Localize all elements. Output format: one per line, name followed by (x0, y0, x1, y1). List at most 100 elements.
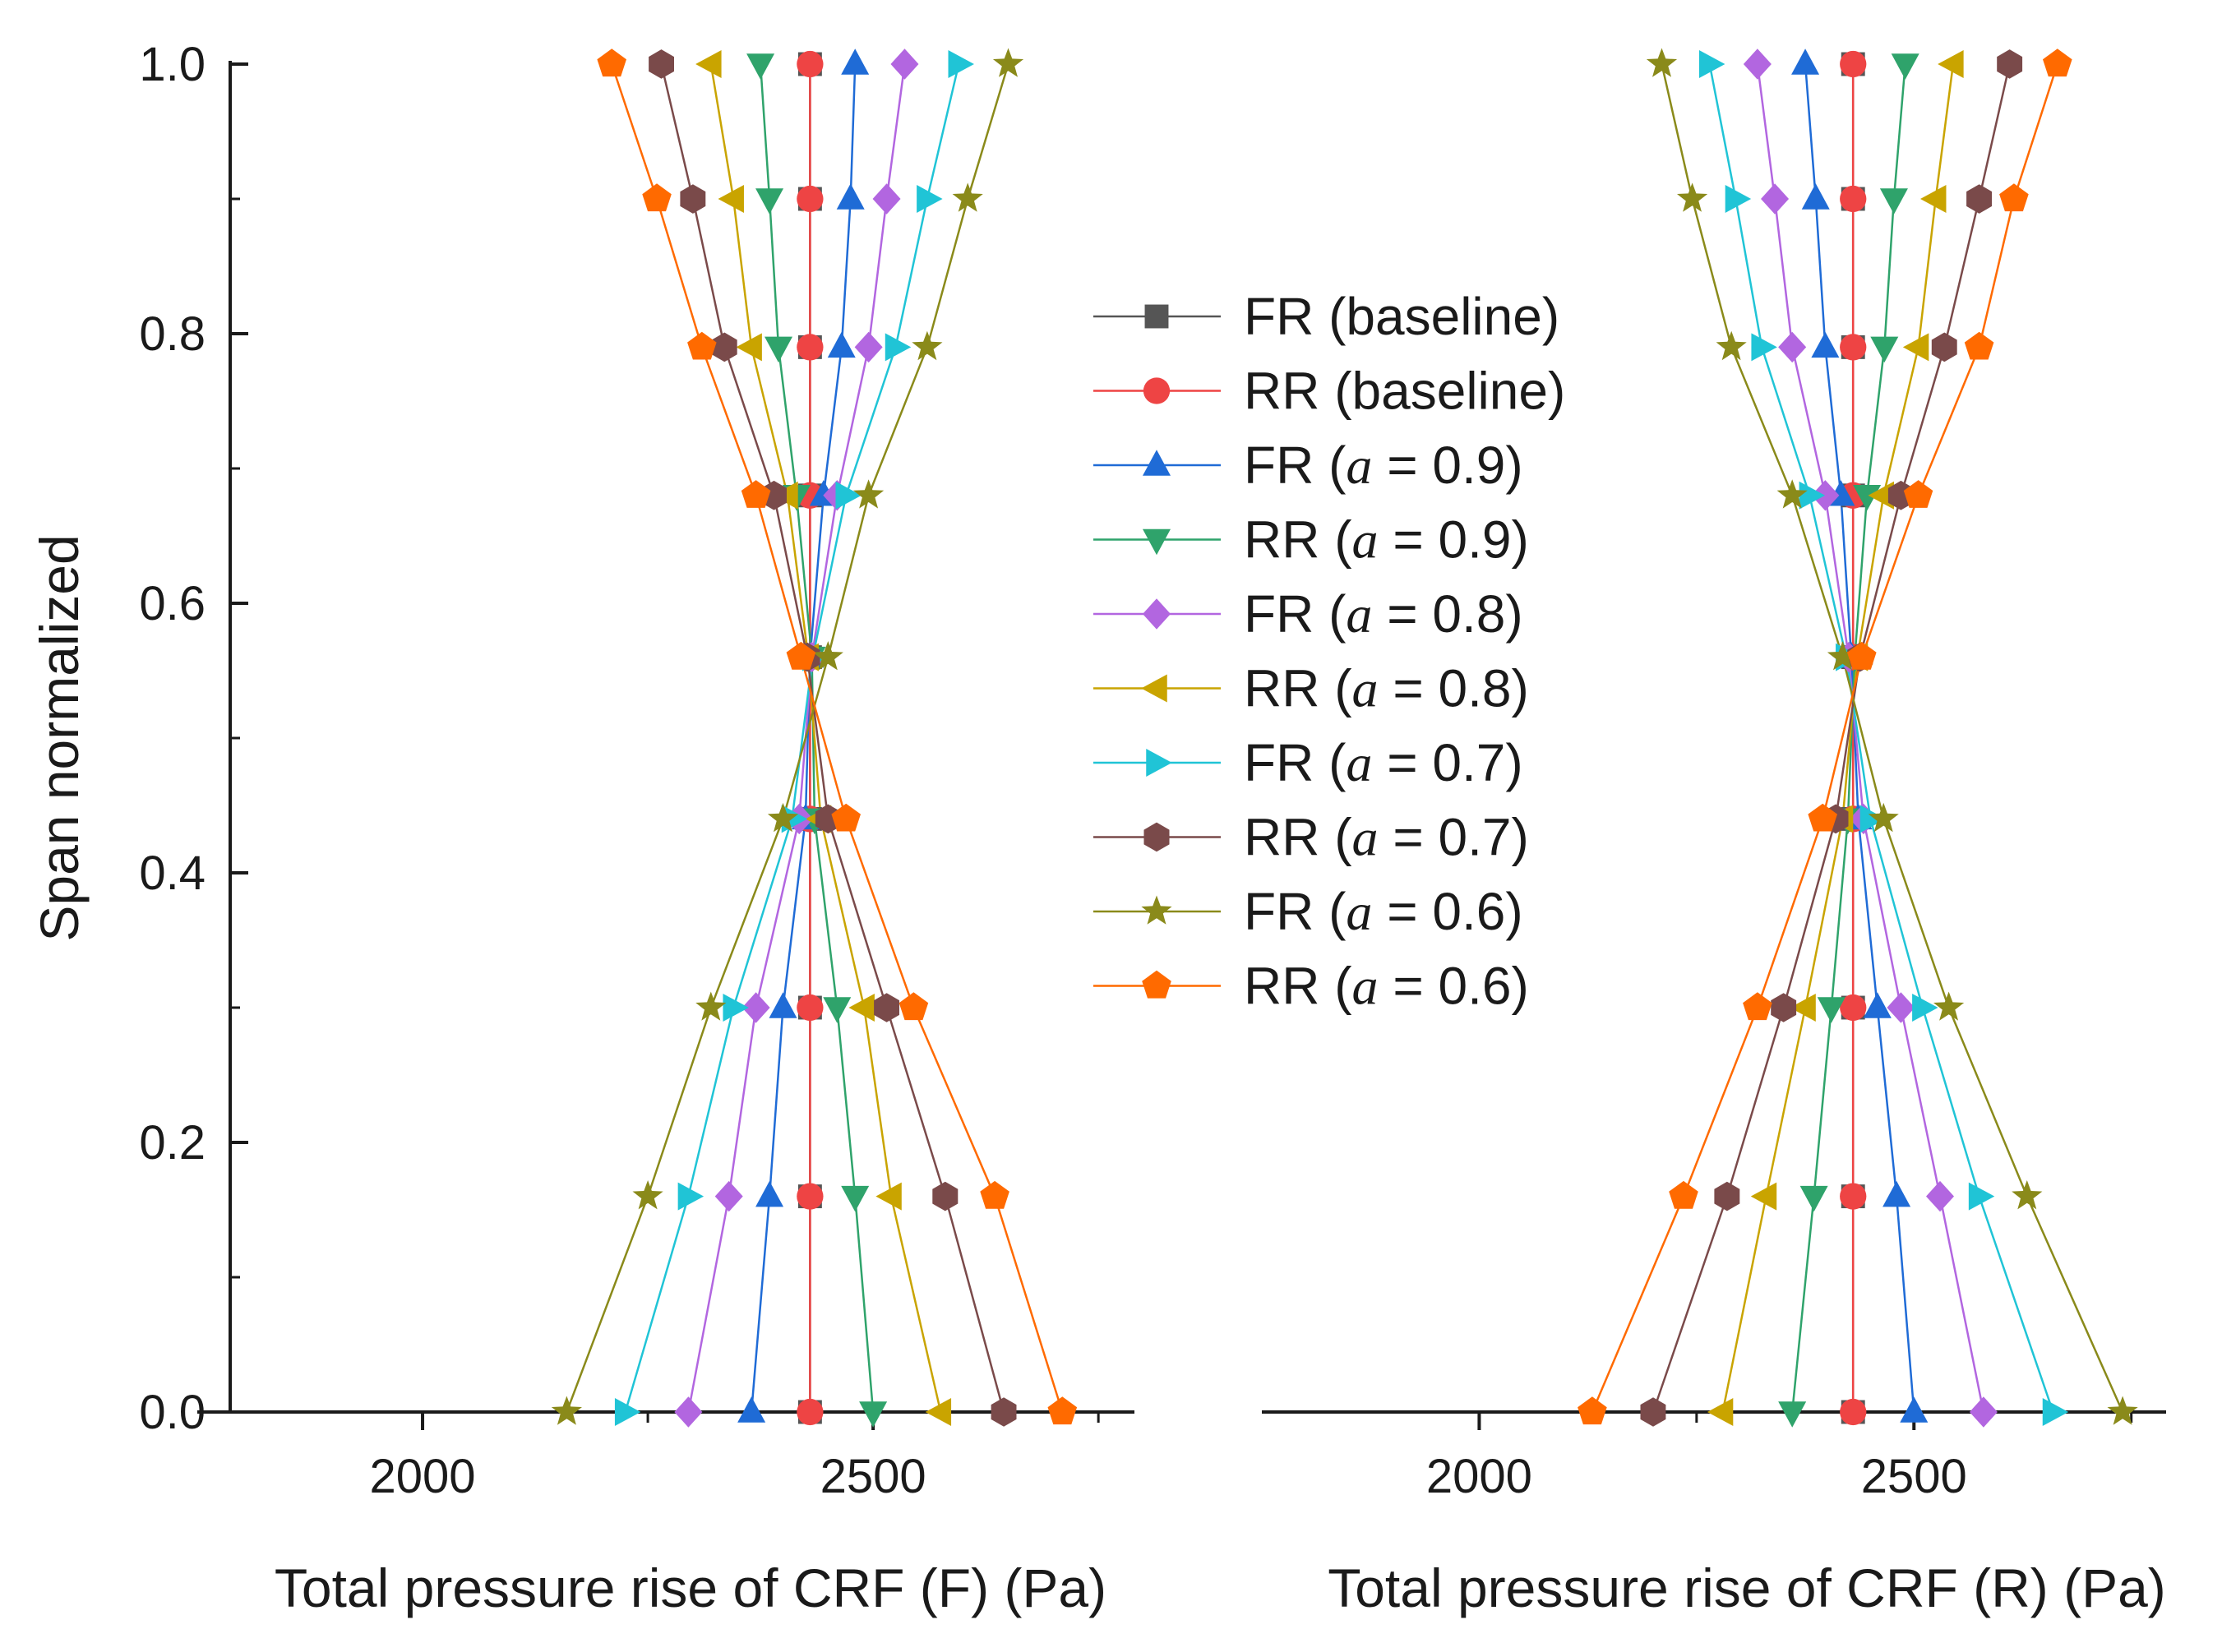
point-R-rr-a-0-9 (1778, 1401, 1807, 1428)
series-line-R-rr-a-0-7 (1651, 63, 2011, 1413)
point-R-fr-a-0-7 (1698, 50, 1725, 78)
point-R-rr-a-0-8 (1902, 333, 1929, 362)
point-F-fr-a-0-6 (952, 182, 983, 212)
point-F-rr-a-0-7 (680, 184, 706, 214)
x-axis-title-R: Total pressure rise of CRF (R) (Pa) (1328, 1557, 2166, 1618)
point-R-fr-a-0-6 (1776, 479, 1808, 509)
series-line-R-fr-a-0-6 (1661, 63, 2124, 1413)
point-F-rr-a-0-8 (925, 1398, 952, 1426)
point-F-fr-a-0-9 (841, 48, 870, 75)
legend-entry: RR (a = 0.9) (1093, 510, 1529, 570)
point-R-rr-baseline (1840, 994, 1867, 1022)
point-R-rr-a-0-8 (1868, 481, 1894, 510)
panel-F: 2000 2500 Total pressure rise of CRF (F) (… (197, 1410, 1134, 1618)
point-R-fr-a-0-8 (1811, 480, 1840, 511)
point-F-rr-a-0-7 (761, 480, 787, 510)
point-R-rr-baseline (1840, 1398, 1867, 1426)
point-R-rr-baseline (1840, 1183, 1867, 1210)
point-F-fr-a-0-7 (723, 994, 749, 1022)
legend-marker (1143, 528, 1171, 556)
point-R-rr-a-0-9 (1870, 336, 1899, 363)
point-F-fr-a-0-8 (674, 1396, 703, 1428)
point-F-fr-a-0-8 (741, 992, 770, 1023)
point-F-rr-a-0-6 (1047, 1396, 1078, 1425)
series-group-F (551, 48, 1078, 1428)
x-axis-title-F: Total pressure rise of CRF (F) (Pa) (275, 1557, 1106, 1618)
point-R-rr-a-0-7 (1931, 332, 1957, 362)
series-line-F-fr-a-0-8 (687, 63, 906, 1413)
point-F-rr-a-0-7 (932, 1181, 959, 1211)
point-R-rr-a-0-6 (1903, 480, 1933, 508)
point-F-fr-a-0-9 (836, 183, 865, 210)
legend-entry: FR (a = 0.8) (1093, 584, 1523, 644)
point-F-rr-a-0-6 (687, 331, 717, 360)
point-R-rr-a-0-8 (1707, 1398, 1734, 1426)
series-line-R-rr-a-0-8 (1721, 63, 1955, 1413)
point-F-rr-a-0-6 (741, 480, 771, 508)
point-F-fr-a-0-7 (917, 185, 943, 213)
legend-label: RR (a = 0.6) (1244, 957, 1529, 1016)
point-F-rr-a-0-7 (991, 1397, 1017, 1427)
point-F-rr-a-0-9 (859, 1401, 888, 1428)
legend-entry: RR (baseline) (1093, 362, 1565, 421)
point-R-rr-a-0-6 (1578, 1396, 1607, 1425)
point-F-rr-a-0-9 (823, 997, 852, 1023)
point-F-rr-a-0-9 (755, 188, 784, 215)
legend-label: RR (baseline) (1244, 362, 1565, 421)
point-R-fr-a-0-6 (1646, 48, 1678, 77)
point-F-fr-a-0-9 (827, 331, 856, 358)
legend-label: FR (baseline) (1244, 287, 1559, 346)
point-R-fr-a-0-6 (1933, 991, 1965, 1021)
point-F-fr-a-0-6 (551, 1396, 582, 1425)
y-tick-label: 0.0 (139, 1386, 206, 1439)
point-R-rr-a-0-9 (1879, 188, 1908, 215)
point-R-rr-a-0-7 (1997, 49, 2023, 79)
legend-marker (1143, 822, 1170, 852)
point-F-fr-a-0-8 (890, 48, 919, 80)
point-F-fr-a-0-6 (812, 641, 843, 671)
point-F-rr-a-0-8 (695, 50, 722, 78)
point-F-rr-baseline (797, 185, 824, 213)
point-F-rr-a-0-6 (597, 48, 626, 77)
point-F-rr-baseline (797, 1183, 824, 1210)
series-line-F-rr-a-0-6 (611, 63, 1064, 1413)
point-R-fr-a-0-7 (1912, 994, 1938, 1022)
point-R-rr-a-0-8 (1790, 994, 1816, 1022)
point-F-fr-a-0-7 (835, 481, 862, 510)
point-R-fr-a-0-8 (1778, 331, 1807, 363)
point-R-fr-a-0-8 (1761, 183, 1790, 215)
series-layer (551, 48, 2138, 1428)
legend-label: RR (a = 0.8) (1244, 659, 1529, 718)
point-R-rr-a-0-8 (1750, 1182, 1777, 1211)
point-F-fr-a-0-6 (992, 48, 1024, 77)
point-F-rr-a-0-7 (711, 332, 737, 362)
point-R-rr-a-0-7 (1771, 993, 1797, 1022)
point-R-fr-a-0-7 (1751, 333, 1777, 362)
point-F-fr-a-0-8 (854, 331, 883, 363)
legend-marker (1143, 598, 1171, 630)
axes-layer: 0.0 0.2 0.4 0.6 0.8 1.0 Span normalized 2000 250… (29, 38, 2166, 1618)
y-axis-title: Span normalized (29, 534, 90, 941)
point-F-rr-a-0-7 (649, 49, 674, 79)
point-F-rr-a-0-6 (831, 803, 861, 832)
point-F-rr-a-0-7 (815, 804, 841, 834)
legend-entry: FR (baseline) (1093, 287, 1559, 346)
point-R-rr-a-0-9 (1891, 53, 1919, 80)
point-F-fr-a-0-7 (885, 333, 912, 362)
point-F-rr-a-0-8 (736, 333, 762, 362)
point-F-rr-a-0-6 (642, 183, 672, 212)
point-F-fr-a-0-9 (755, 1180, 784, 1207)
point-F-rr-a-0-6 (786, 641, 816, 670)
point-R-rr-baseline (1840, 50, 1867, 78)
point-F-fr-a-0-7 (677, 1182, 704, 1211)
point-R-rr-a-0-9 (1817, 997, 1846, 1023)
series-line-R-fr-a-0-7 (1708, 63, 2054, 1413)
legend-label: RR (a = 0.9) (1244, 510, 1529, 570)
point-R-rr-a-0-9 (1799, 1185, 1828, 1212)
point-R-rr-a-0-8 (1938, 50, 1964, 78)
y-tick-label: 0.8 (139, 307, 206, 361)
point-F-fr-a-0-6 (767, 802, 799, 833)
legend-entry: FR (a = 0.9) (1093, 436, 1523, 495)
point-F-fr-a-0-7 (614, 1398, 641, 1426)
y-tick-label: 0.4 (139, 847, 206, 900)
